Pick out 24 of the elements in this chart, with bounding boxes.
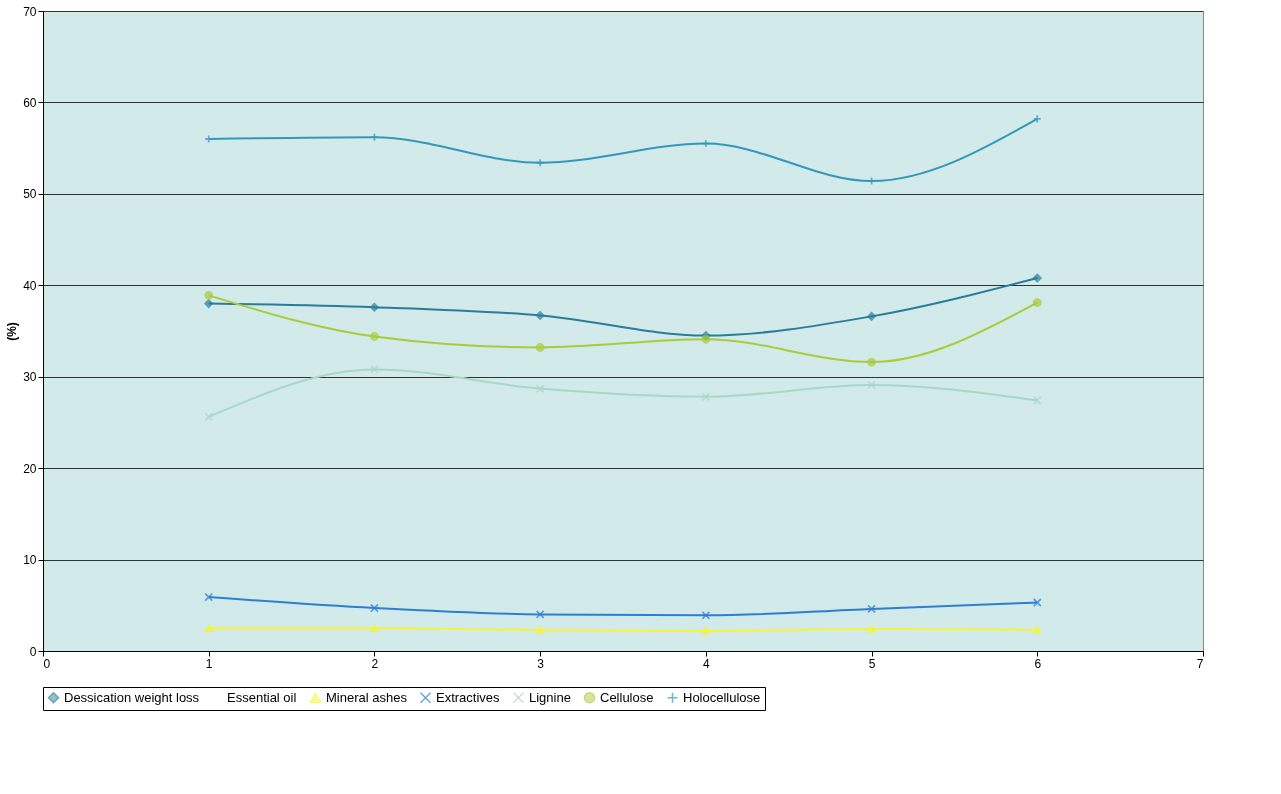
x-tick-label: 2	[371, 656, 379, 671]
x-tick-label: 6	[1034, 656, 1042, 671]
y-tick-label: 70	[23, 4, 37, 19]
text: Essential oil	[227, 690, 297, 706]
legend-label: Lignine	[529, 689, 571, 705]
y-tick-label: 30	[23, 370, 37, 385]
x-tick-label: 1	[205, 656, 213, 671]
x-tick-label: 4	[703, 656, 711, 671]
legend-label: Dessication weight loss	[64, 689, 200, 705]
x-tick-label: 3	[537, 656, 545, 671]
y-tick-label: 40	[23, 278, 37, 293]
legend-label: Cellulose	[600, 689, 654, 705]
y-tick-label: 50	[23, 187, 37, 202]
x-tick-label: 0	[43, 656, 51, 671]
y-axis-title: (%)	[5, 322, 20, 341]
legend-label: Holocellulose	[683, 689, 761, 705]
y-tick-label: 20	[23, 461, 37, 476]
legend-label: Extractives	[436, 689, 501, 705]
legend-label: Mineral ashes	[326, 690, 408, 706]
y-tick-label: 60	[23, 95, 37, 110]
y-tick-label: 10	[23, 553, 37, 568]
x-tick-label: 5	[868, 656, 876, 671]
x-tick-label: 7	[1196, 656, 1204, 671]
y-tick-label: 0	[29, 644, 37, 659]
